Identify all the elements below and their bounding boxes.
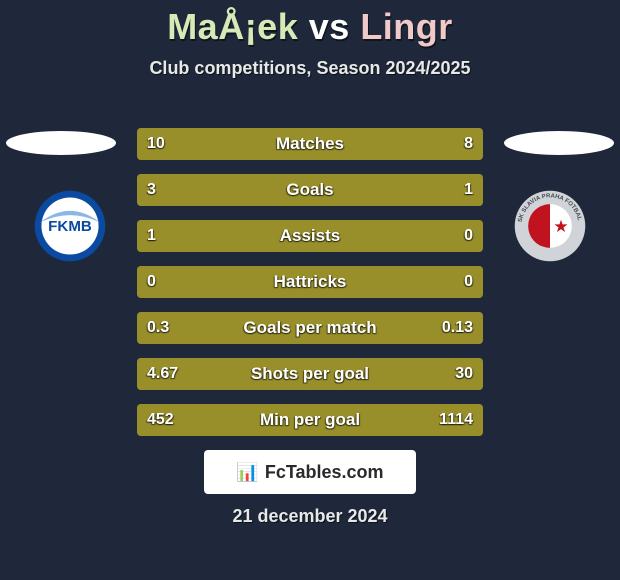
stat-fill-left	[137, 174, 397, 206]
stat-fill-right	[397, 174, 484, 206]
stats-panel: 108Matches 31Goals 10Assists 00Hattricks 0.3…	[137, 128, 483, 450]
stat-row: 0.30.13Goals per match	[137, 312, 483, 344]
chart-icon: 📊	[236, 463, 258, 481]
stat-fill-left	[137, 358, 184, 390]
stat-row: 10Assists	[137, 220, 483, 252]
club-badge-right: SK SLAVIA PRAHA FOTBAL ★	[500, 184, 600, 268]
player1-name: MaÅ¡ek	[167, 6, 298, 47]
club-badge-left-text: FKMB	[48, 218, 92, 235]
subtitle: Club competitions, Season 2024/2025	[0, 58, 620, 79]
stat-fill-left	[137, 404, 237, 436]
stat-fill-right	[329, 128, 483, 160]
player2-name: Lingr	[360, 6, 452, 47]
stat-row: 4.6730Shots per goal	[137, 358, 483, 390]
stat-fill-left	[137, 128, 329, 160]
stat-fill-right	[237, 404, 483, 436]
page-title: MaÅ¡ek vs Lingr	[0, 6, 620, 48]
brand-text: FcTables.com	[265, 462, 384, 483]
stat-row: 108Matches	[137, 128, 483, 160]
club-badge-left: FKMB	[20, 184, 120, 268]
stat-fill-left	[137, 266, 310, 298]
stat-row: 31Goals	[137, 174, 483, 206]
stat-row: 00Hattricks	[137, 266, 483, 298]
player2-silhouette	[504, 131, 614, 155]
brand-badge: 📊 FcTables.com	[204, 450, 416, 494]
stat-fill-right	[310, 266, 483, 298]
player1-silhouette	[6, 131, 116, 155]
stat-fill-left	[137, 312, 379, 344]
date-label: 21 december 2024	[0, 506, 620, 527]
stat-row: 4521114Min per goal	[137, 404, 483, 436]
stat-fill-left	[137, 220, 483, 252]
stat-fill-right	[379, 312, 483, 344]
stat-fill-right	[184, 358, 483, 390]
star-icon: ★	[553, 217, 568, 236]
vs-label: vs	[309, 6, 350, 47]
